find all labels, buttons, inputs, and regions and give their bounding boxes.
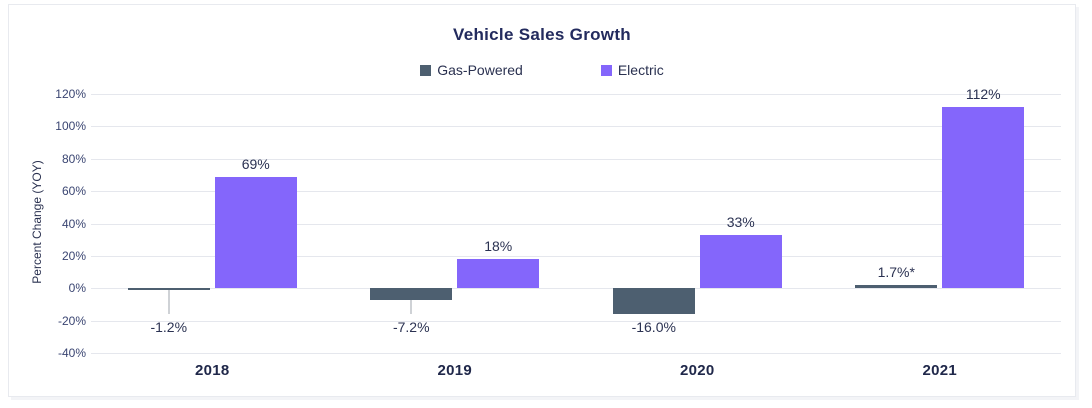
gridline bbox=[91, 288, 1061, 290]
gridline bbox=[91, 94, 1061, 95]
electric-swatch-icon bbox=[600, 64, 612, 76]
gridline bbox=[91, 158, 1061, 160]
legend-item-electric: Electric bbox=[600, 62, 664, 78]
data-label-gas-powered-2020: -16.0% bbox=[631, 319, 676, 336]
gridline bbox=[91, 126, 1061, 128]
bar-gas-powered-2018 bbox=[127, 288, 210, 291]
y-tick-label: -40% bbox=[57, 346, 86, 360]
data-label-electric-2018: 69% bbox=[241, 155, 270, 172]
gridline bbox=[91, 320, 1061, 322]
bar-electric-2019 bbox=[457, 259, 540, 289]
data-label-electric-2020: 33% bbox=[726, 213, 755, 230]
gridline bbox=[91, 223, 1061, 225]
data-label-gas-powered-2018: -1.2% bbox=[150, 319, 188, 336]
legend: Gas-Powered Electric bbox=[9, 62, 1075, 78]
gridline bbox=[91, 353, 1061, 354]
y-tick-label: 20% bbox=[61, 248, 86, 263]
gas-powered-swatch-icon bbox=[420, 64, 432, 76]
y-tick-label: 120% bbox=[55, 87, 86, 101]
data-label-gas-powered-2021: 1.7%* bbox=[877, 264, 915, 281]
chart-card: Vehicle Sales Growth Gas-Powered Electri… bbox=[8, 4, 1076, 397]
y-tick-label: 100% bbox=[55, 119, 86, 134]
gridline bbox=[91, 255, 1061, 257]
legend-label-electric: Electric bbox=[617, 62, 664, 78]
y-tick-label: 40% bbox=[61, 216, 86, 231]
x-axis-label: 2021 bbox=[922, 362, 958, 379]
gridline bbox=[91, 191, 1061, 193]
y-tick-label: -20% bbox=[57, 313, 86, 328]
y-tick-label: 60% bbox=[61, 184, 86, 199]
bar-gas-powered-2019 bbox=[370, 288, 453, 300]
chart-title: Vehicle Sales Growth bbox=[453, 25, 631, 44]
plot-area: -1.2% 69% -7.2% 18% -16.0% 33% 1.7%* 112% bbox=[91, 86, 1061, 354]
bar-electric-2021 bbox=[942, 106, 1025, 289]
legend-label-gas-powered: Gas-Powered bbox=[437, 62, 523, 78]
x-axis-label: 2018 bbox=[194, 362, 230, 379]
data-label-electric-2021: 112% bbox=[965, 85, 1001, 102]
legend-item-gas-powered: Gas-Powered bbox=[420, 62, 523, 78]
y-tick-label: 80% bbox=[61, 151, 86, 166]
bar-electric-2018 bbox=[214, 176, 297, 289]
data-label-gas-powered-2019: -7.2% bbox=[392, 319, 430, 336]
leader-line bbox=[410, 299, 412, 315]
bar-gas-powered-2020 bbox=[612, 288, 695, 315]
x-axis-label: 2019 bbox=[437, 362, 473, 379]
bar-electric-2020 bbox=[699, 234, 782, 289]
data-label-electric-2019: 18% bbox=[484, 238, 513, 255]
y-tick-label: 0% bbox=[68, 281, 86, 296]
x-axis-label: 2020 bbox=[679, 362, 715, 379]
bar-gas-powered-2021 bbox=[855, 285, 938, 289]
leader-line bbox=[168, 290, 170, 315]
